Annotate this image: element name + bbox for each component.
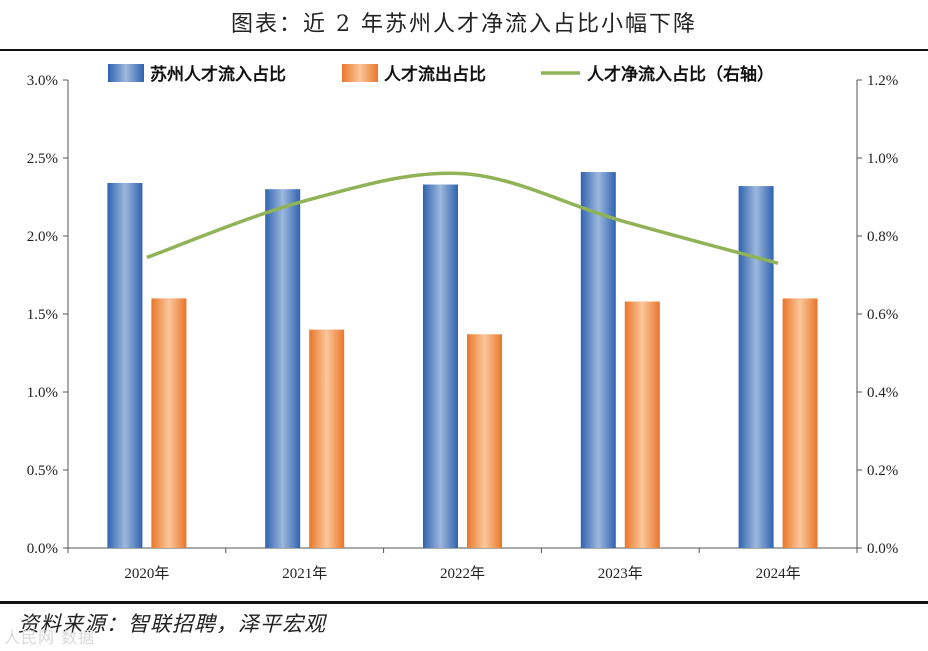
- outflow-bar: [782, 298, 818, 548]
- legend-swatch-inflow: [108, 64, 144, 82]
- source-note: 资料来源：智联招聘，泽平宏观: [18, 612, 326, 636]
- y-right-tick-label: 1.0%: [867, 151, 898, 167]
- inflow-bar: [107, 182, 143, 548]
- chart-svg: 0.0% 0.5% 1.0% 1.5% 2.0% 2.5% 3.0% 0.0% 0.2% 0.4%…: [27, 64, 899, 582]
- inflow-bar: [423, 184, 458, 548]
- line-group: [146, 171, 779, 265]
- watermark: 人民网 数据: [4, 628, 96, 647]
- legend-label-outflow: 人才流出占比: [384, 64, 486, 85]
- legend-label-net: 人才净流入占比（右轴）: [587, 64, 774, 85]
- y-left-tick-label: 3.0%: [27, 73, 58, 89]
- x-tick-label: 2022年: [440, 565, 485, 582]
- outflow-bar: [624, 301, 660, 548]
- x-tick-label: 2023年: [598, 565, 643, 582]
- x-tick-label: 2021年: [282, 565, 327, 582]
- y-left-tick-label: 2.0%: [27, 229, 58, 245]
- outflow-bar: [309, 329, 345, 548]
- inflow-bar: [738, 186, 774, 548]
- legend-swatch-outflow: [342, 64, 378, 82]
- y-right-tick-label: 0.8%: [867, 229, 898, 245]
- outflow-bar: [467, 334, 502, 548]
- outflow-bar: [151, 298, 187, 548]
- inflow-bar: [580, 172, 616, 549]
- bottom-rule: [0, 601, 928, 604]
- net-inflow-line: [146, 171, 779, 265]
- y-right-tick-label: 0.6%: [867, 307, 898, 323]
- x-tick-label: 2020年: [124, 565, 169, 582]
- legend: 苏州人才流入占比 人才流出占比 人才净流入占比（右轴）: [108, 64, 774, 85]
- y-right-tick-label: 0.2%: [867, 463, 898, 479]
- y-left-tick-label: 0.0%: [27, 541, 58, 557]
- y-left-tick-label: 0.5%: [27, 463, 58, 479]
- y-left-tick-label: 1.0%: [27, 385, 58, 401]
- y-right-tick-label: 0.0%: [867, 541, 898, 557]
- axes-group: 0.0% 0.5% 1.0% 1.5% 2.0% 2.5% 3.0% 0.0% 0.2% 0.4%…: [27, 73, 899, 582]
- bars-group: [107, 172, 818, 549]
- y-right-tick-label: 1.2%: [867, 73, 898, 89]
- top-rule: [0, 49, 928, 51]
- y-left-tick-label: 1.5%: [27, 307, 58, 323]
- y-left-tick-label: 2.5%: [27, 151, 58, 167]
- inflow-bar: [265, 189, 301, 548]
- y-right-tick-label: 0.4%: [867, 385, 898, 401]
- chart-title: 图表：近 2 年苏州人才净流入占比小幅下降: [231, 12, 697, 37]
- x-tick-label: 2024年: [756, 565, 801, 582]
- legend-label-inflow: 苏州人才流入占比: [150, 64, 286, 85]
